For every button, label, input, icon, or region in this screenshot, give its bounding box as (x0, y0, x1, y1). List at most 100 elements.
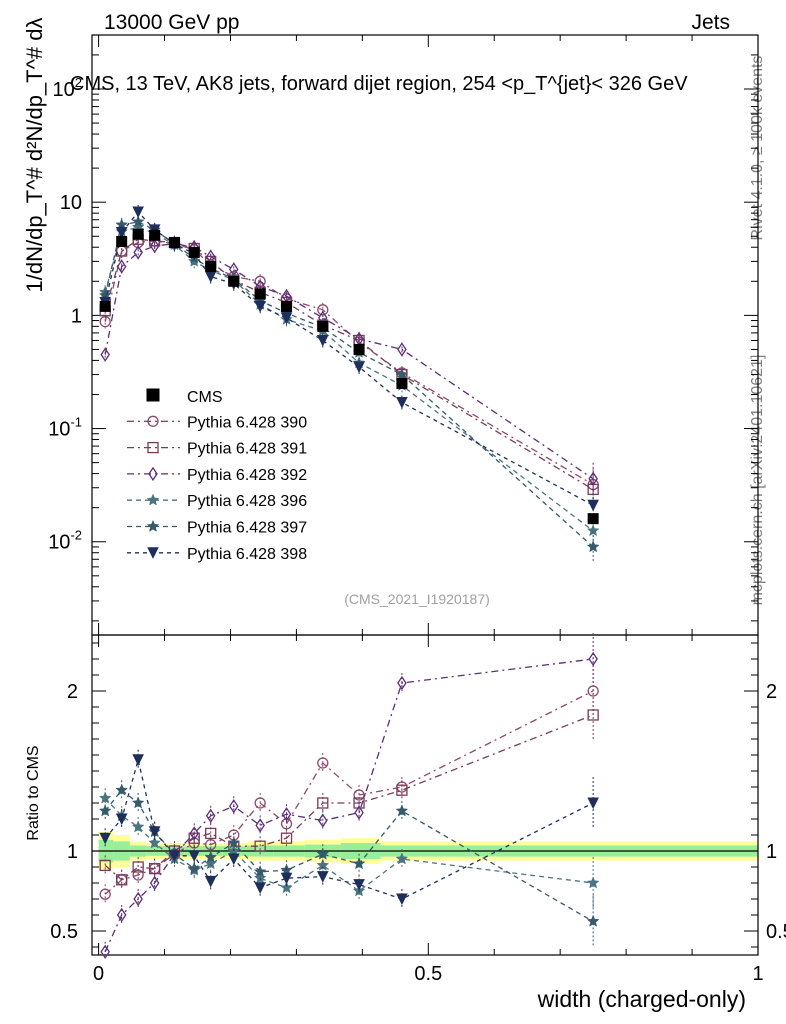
legend-label-cms: CMS (187, 389, 223, 406)
ratio-point (281, 807, 292, 822)
y-tick-exponent: -1 (70, 415, 82, 430)
ratio-point (397, 675, 407, 691)
series-line-ratio (104, 759, 594, 900)
ratio-point (353, 789, 365, 801)
cms-data-point (254, 288, 266, 300)
ratio-point (228, 799, 239, 814)
ratio-tick-label-right: 1 (766, 841, 777, 863)
y-tick-label: 10 (60, 192, 82, 214)
data-point (116, 259, 127, 274)
ratio-point (587, 685, 599, 697)
ratio-point (205, 808, 216, 823)
x-tick-label: 0.5 (414, 963, 442, 985)
ratio-point (115, 813, 128, 826)
ratio-point (205, 827, 217, 840)
data-point (280, 312, 293, 325)
legend-marker (148, 466, 158, 482)
y-tick-label: 10-1 (48, 415, 82, 441)
series-line-ratio (104, 714, 594, 881)
cms-data-point (281, 300, 293, 312)
data-point (131, 215, 145, 228)
y-tick-label: 1 (71, 305, 82, 327)
ratio-point (98, 804, 112, 817)
data-point (586, 540, 600, 553)
energy-label: 13000 GeV pp (104, 11, 239, 34)
ratio-point (99, 888, 111, 900)
data-point (397, 342, 407, 357)
ratio-tick-label: 0.5 (50, 921, 78, 943)
ratio-point (148, 826, 161, 838)
data-point (587, 499, 599, 512)
ratio-point (131, 796, 145, 809)
data-point (396, 396, 408, 409)
data-point (395, 367, 409, 380)
ratio-axis-label: Ratio to CMS (25, 745, 42, 840)
ratio-point (98, 791, 112, 804)
analysis-id: (CMS_2021_I1920187) (344, 591, 490, 607)
y-tick-label: 10-2 (48, 528, 82, 554)
data-point (133, 245, 143, 260)
ratio-point (227, 836, 241, 849)
ratio-point (316, 847, 330, 860)
ratio-point (254, 840, 266, 852)
legend-marker (147, 547, 159, 559)
ratio-point (280, 872, 293, 885)
data-point (100, 347, 110, 362)
legend-marker (147, 441, 159, 454)
ratio-point (131, 820, 145, 833)
x-tick-label: 0 (93, 963, 104, 985)
ratio-point (352, 857, 366, 870)
ratio-point (99, 859, 111, 872)
ratio-point (396, 893, 408, 906)
ratio-point (168, 850, 181, 862)
data-point (316, 334, 329, 347)
ratio-point (227, 853, 240, 866)
cms-data-point (149, 229, 161, 241)
ratio-point (586, 876, 600, 889)
ratio-point (116, 907, 127, 923)
series-layer (98, 204, 600, 959)
ratio-point (395, 852, 409, 865)
series-line-main (104, 210, 594, 506)
ratio-point (353, 879, 365, 891)
ratio-point (255, 818, 265, 833)
ratio-point (189, 826, 199, 841)
ratio-panel-frame (91, 634, 759, 956)
legend: CMS Pythia 6.428 390 Pythia 6.428 391 Pythi… (127, 388, 307, 563)
x-tick-label: 1 (752, 963, 763, 985)
cms-data-point (587, 513, 599, 525)
legend-label: Pythia 6.428 396 (187, 493, 307, 510)
legend-label: Pythia 6.428 398 (187, 546, 307, 563)
ratio-point (204, 850, 218, 863)
ratio-point (586, 914, 600, 927)
data-point (149, 238, 160, 254)
series-0 (99, 233, 599, 905)
data-point (317, 304, 329, 316)
ratio-point (587, 709, 599, 721)
y-tick-exponent: 2 (75, 75, 82, 90)
ratio-point (396, 784, 408, 796)
ratio-point (187, 861, 201, 875)
cms-data-point (116, 235, 128, 247)
ratio-point (395, 804, 409, 817)
legend-marker (147, 415, 159, 427)
cms-data-point (205, 261, 217, 273)
data-point (586, 524, 600, 537)
ratio-point (254, 882, 266, 894)
series-line-ratio (104, 658, 594, 953)
ratio-tick-label-right: 2 (766, 681, 777, 703)
series-3 (98, 220, 600, 909)
cms-data-point (228, 275, 240, 287)
ratio-point (116, 874, 128, 886)
ratio-point (204, 875, 217, 888)
cms-data (99, 228, 599, 525)
legend-label: Pythia 6.428 391 (187, 441, 307, 458)
series-line-main (104, 226, 594, 532)
ratio-point (133, 891, 143, 907)
ratio-point (253, 865, 267, 878)
ratio-point (115, 783, 129, 796)
ratio-point (587, 797, 599, 810)
cms-data-point (353, 343, 365, 355)
cms-data-point (317, 320, 329, 332)
